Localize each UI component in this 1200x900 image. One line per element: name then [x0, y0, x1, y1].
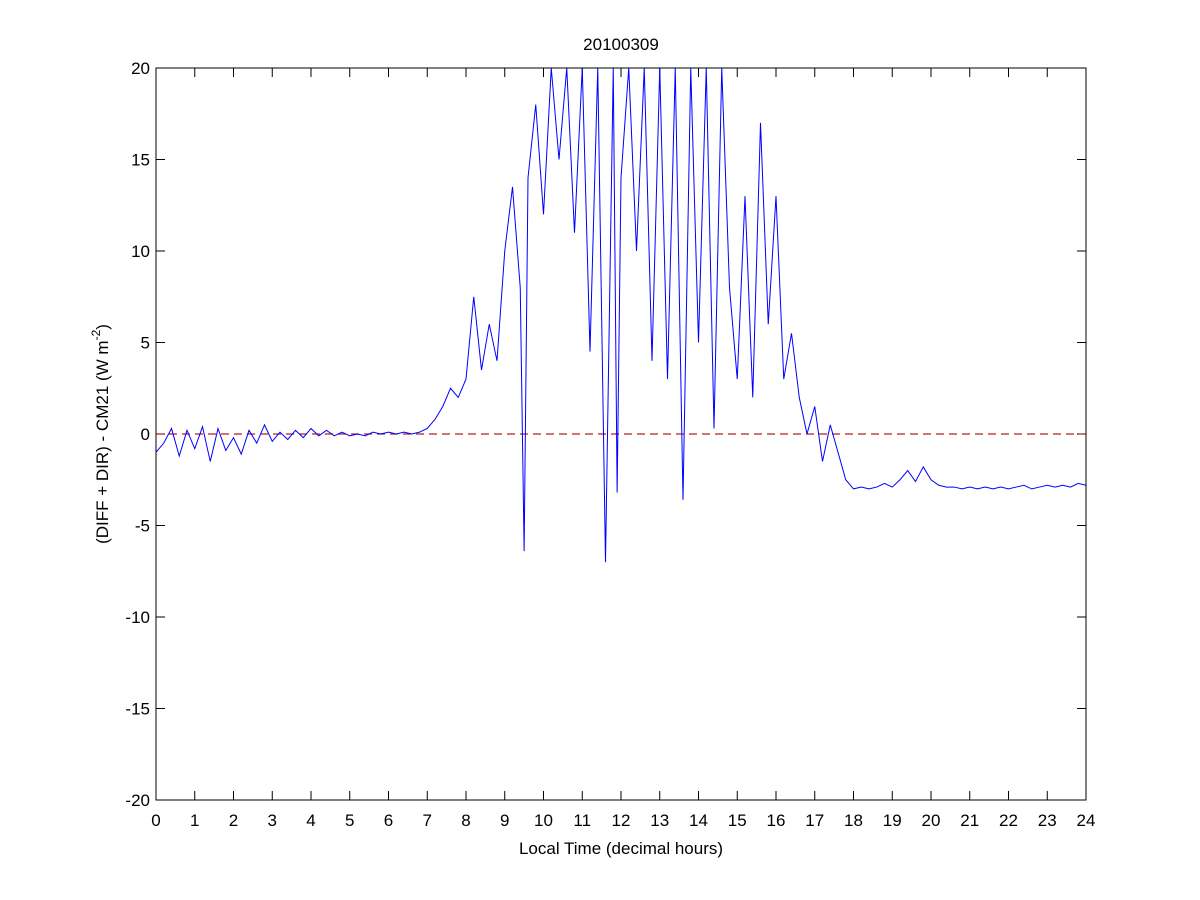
- x-axis-label: Local Time (decimal hours): [519, 839, 723, 858]
- x-tick-label: 5: [345, 811, 354, 830]
- y-axis-label-sup: -2: [89, 329, 103, 340]
- y-tick-label: -10: [125, 608, 150, 627]
- x-tick-label: 0: [151, 811, 160, 830]
- x-tick-label: 24: [1077, 811, 1096, 830]
- x-tick-label: 2: [229, 811, 238, 830]
- y-axis-label-text: (DIFF + DIR) - CM21 (W m: [93, 340, 112, 544]
- x-tick-label: 11: [573, 811, 591, 830]
- x-tick-label: 13: [650, 811, 669, 830]
- x-tick-label: 9: [500, 811, 509, 830]
- y-tick-label: -5: [135, 517, 150, 536]
- x-tick-label: 3: [268, 811, 277, 830]
- x-tick-label: 22: [999, 811, 1018, 830]
- x-tick-label: 17: [805, 811, 824, 830]
- x-tick-label: 8: [461, 811, 470, 830]
- x-tick-label: 6: [384, 811, 393, 830]
- y-tick-label: -20: [125, 791, 150, 810]
- x-tick-label: 15: [728, 811, 747, 830]
- chart-title: 20100309: [583, 35, 659, 54]
- x-tick-label: 10: [534, 811, 553, 830]
- plot-frame: [155, 67, 1087, 801]
- y-axis-label-end: ): [93, 324, 112, 330]
- y-tick-label: 20: [131, 59, 150, 78]
- x-tick-label: 16: [767, 811, 786, 830]
- x-tick-label: 21: [960, 811, 979, 830]
- y-tick-label: 5: [141, 334, 150, 353]
- x-tick-label: 14: [689, 811, 708, 830]
- x-tick-label: 18: [844, 811, 863, 830]
- x-tick-label: 1: [190, 811, 199, 830]
- y-tick-label: 15: [131, 151, 150, 170]
- x-tick-label: 19: [883, 811, 902, 830]
- x-tick-label: 20: [922, 811, 941, 830]
- y-tick-label: 0: [141, 425, 150, 444]
- y-tick-label: 10: [131, 242, 150, 261]
- y-axis-label: (DIFF + DIR) - CM21 (W m-2): [89, 324, 112, 544]
- x-tick-label: 12: [612, 811, 631, 830]
- x-tick-label: 4: [306, 811, 315, 830]
- x-tick-label: 23: [1038, 811, 1057, 830]
- x-tick-label: 7: [423, 811, 432, 830]
- y-tick-label: -15: [125, 700, 150, 719]
- data-line: [156, 68, 1086, 563]
